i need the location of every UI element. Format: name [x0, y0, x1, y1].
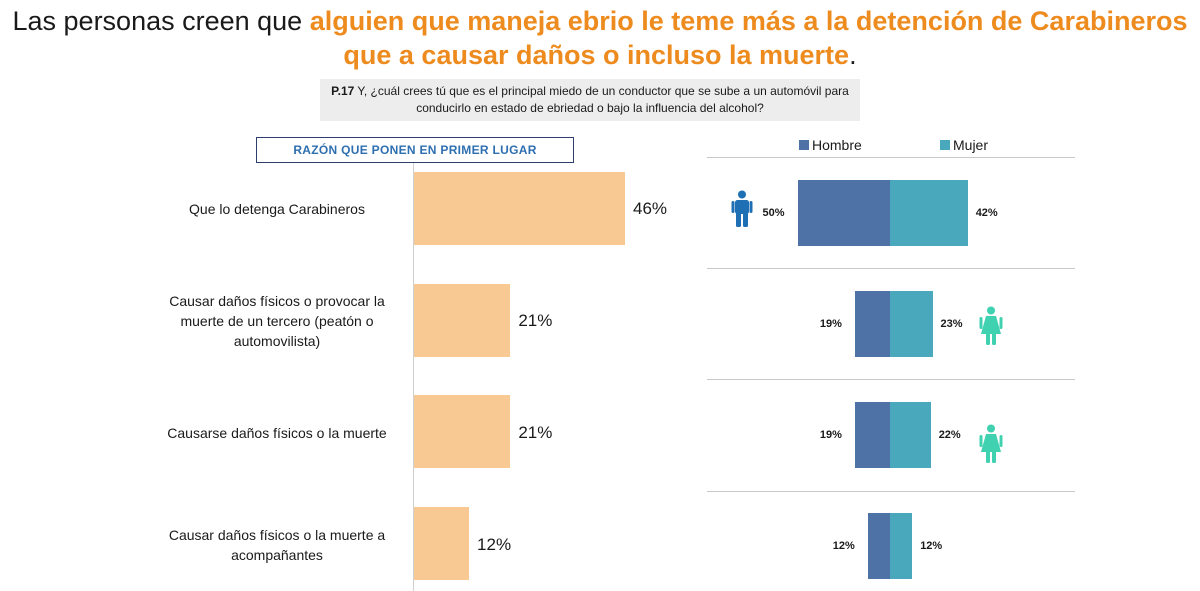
- page-title: Las personas creen que alguien que manej…: [0, 4, 1200, 72]
- mujer-label-1: 23%: [940, 318, 963, 330]
- category-label-3: Causar daños físicos o la muerte a acomp…: [168, 527, 386, 563]
- mujer-bar-1: [890, 291, 933, 357]
- total-bar-label-3: 12%: [477, 535, 512, 554]
- mujer-bar-2: [890, 402, 931, 468]
- total-bar-1: [414, 284, 511, 357]
- hombre-bar-0: [797, 180, 890, 246]
- female-icon: [979, 424, 1003, 463]
- gender-separator-1: [707, 268, 1075, 269]
- hombre-label-1: 19%: [819, 318, 842, 330]
- total-bar-2: [414, 395, 511, 468]
- total-bar-label-2: 21%: [518, 423, 553, 442]
- question-text: Y, ¿cuál crees tú que es el principal mi…: [354, 84, 849, 115]
- gender-separator-0: [707, 157, 1075, 158]
- hombre-bar-2: [854, 402, 890, 468]
- razon-label: RAZÓN QUE PONEN EN PRIMER LUGAR: [256, 137, 574, 163]
- title-part1: Las personas creen que: [12, 6, 310, 36]
- category-label-0: Que lo detenga Carabineros: [189, 201, 365, 217]
- title-end: .: [849, 40, 857, 70]
- question-number: P.17: [331, 84, 355, 98]
- category-label-1: Causar daños físicos o provocar la muert…: [169, 293, 385, 349]
- legend-hombre: Hombre: [799, 136, 862, 154]
- hombre-bar-1: [854, 291, 890, 357]
- mujer-label-0: 42%: [975, 207, 998, 219]
- question-box: P.17 Y, ¿cuál crees tú que es el princip…: [320, 79, 860, 121]
- male-icon: [731, 190, 753, 227]
- gender-separator-3: [707, 491, 1075, 492]
- legend-mujer-label: Mujer: [953, 137, 989, 153]
- category-label-2: Causarse daños físicos o la muerte: [167, 425, 387, 441]
- hombre-bar-3: [867, 513, 890, 579]
- hombre-label-2: 19%: [819, 429, 842, 441]
- legend-hombre-label: Hombre: [812, 137, 862, 153]
- legend-mujer: Mujer: [940, 136, 988, 154]
- total-bar-0: [414, 172, 625, 245]
- mujer-label-2: 22%: [938, 429, 961, 441]
- mujer-bar-0: [890, 180, 968, 246]
- total-bar-label-0: 46%: [633, 199, 668, 218]
- total-bar-label-1: 21%: [518, 311, 553, 330]
- title-highlight: alguien que maneja ebrio le teme más a l…: [309, 6, 1188, 70]
- hombre-label-3: 12%: [832, 540, 855, 552]
- mujer-label-3: 12%: [920, 540, 943, 552]
- female-icon: [979, 306, 1003, 345]
- legend-hombre-swatch: [799, 140, 809, 151]
- gender-separator-2: [707, 379, 1075, 380]
- legend-mujer-swatch: [940, 140, 950, 151]
- total-chart-axis: [413, 163, 414, 591]
- mujer-bar-3: [890, 513, 913, 579]
- total-bar-3: [414, 507, 470, 580]
- hombre-label-0: 50%: [762, 207, 785, 219]
